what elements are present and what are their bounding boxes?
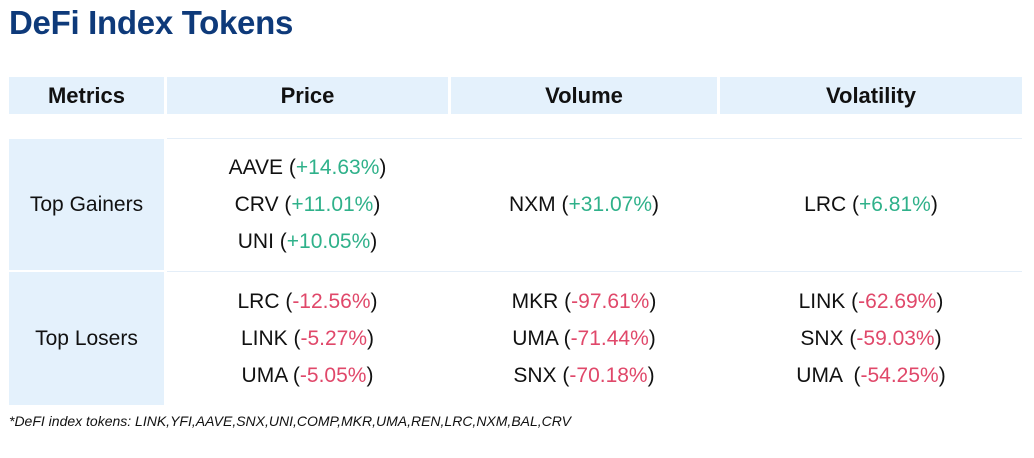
header-volume: Volume [451, 77, 717, 114]
percent-change: +10.05% [286, 230, 371, 253]
table-row-top-gainers: Top Gainers AAVE (+14.63%) CRV (+11.01%) U… [9, 139, 1022, 270]
token-name: AAVE [228, 156, 284, 179]
percent-change: +11.01% [291, 193, 374, 216]
token-entry: SNX (-59.03%) [800, 327, 942, 350]
percent-change: -5.27% [300, 327, 368, 350]
gainers-volatility-cell: LRC (+6.81%) [720, 139, 1022, 270]
token-name: LRC [237, 290, 280, 313]
token-entry: UMA (-54.25%) [796, 364, 946, 387]
token-entry: AAVE (+14.63%) [228, 156, 387, 179]
token-name: LINK [798, 290, 846, 313]
token-entry: UNI (+10.05%) [237, 230, 378, 253]
metrics-table: Metrics Price Volume Volatility Top Gain… [9, 77, 1022, 405]
token-entry: LINK (-62.69%) [798, 290, 944, 313]
gainers-price-cell: AAVE (+14.63%) CRV (+11.01%) UNI (+10.05%) [167, 139, 448, 270]
footnote: *DeFI index tokens: LINK,YFI,AAVE,SNX,UN… [9, 413, 571, 429]
token-entry: LRC (+6.81%) [804, 193, 938, 216]
losers-volume-cell: MKR (-97.61%) UMA (-71.44%) SNX (-70.18%) [451, 272, 717, 405]
token-entry: LINK (-5.27%) [240, 327, 375, 350]
token-name: UMA [796, 364, 848, 387]
token-entry: MKR (-97.61%) [511, 290, 657, 313]
token-name: CRV [234, 193, 279, 216]
percent-change: -70.18% [569, 364, 648, 387]
metric-label: Top Gainers [9, 139, 164, 270]
percent-change: +6.81% [859, 193, 931, 216]
row-divider [167, 138, 1022, 139]
table-header-row: Metrics Price Volume Volatility [9, 77, 1022, 137]
token-entry: NXM (+31.07%) [509, 193, 659, 216]
token-name: SNX [800, 327, 844, 350]
token-name: UNI [237, 230, 274, 253]
page-title: DeFi Index Tokens [9, 4, 294, 41]
table-row-top-losers: Top Losers LRC (-12.56%) LINK (-5.27%) UMA… [9, 272, 1022, 405]
token-name: SNX [513, 364, 557, 387]
percent-change: -54.25% [860, 364, 939, 387]
token-entry: CRV (+11.01%) [234, 193, 381, 216]
losers-volatility-cell: LINK (-62.69%) SNX (-59.03%) UMA (-54.25%) [720, 272, 1022, 405]
percent-change: -5.05% [299, 364, 367, 387]
header-metrics: Metrics [9, 77, 164, 114]
percent-change: +31.07% [568, 193, 653, 216]
percent-change: -62.69% [858, 290, 937, 313]
percent-change: +14.63% [295, 156, 380, 179]
row-divider [167, 271, 1022, 272]
token-name: LINK [240, 327, 288, 350]
token-name: NXM [509, 193, 556, 216]
token-name: MKR [511, 290, 559, 313]
header-price: Price [167, 77, 448, 114]
metric-label: Top Losers [9, 272, 164, 405]
token-entry: SNX (-70.18%) [513, 364, 655, 387]
losers-price-cell: LRC (-12.56%) LINK (-5.27%) UMA (-5.05%) [167, 272, 448, 405]
token-name: UMA [512, 327, 558, 350]
token-entry: UMA (-71.44%) [512, 327, 656, 350]
token-name: UMA [241, 364, 288, 387]
percent-change: -12.56% [292, 290, 371, 313]
gainers-volume-cell: NXM (+31.07%) [451, 139, 717, 270]
token-entry: LRC (-12.56%) [237, 290, 378, 313]
percent-change: -59.03% [856, 327, 935, 350]
percent-change: -97.61% [571, 290, 650, 313]
percent-change: -71.44% [570, 327, 649, 350]
token-name: LRC [804, 193, 847, 216]
token-entry: UMA (-5.05%) [241, 364, 374, 387]
header-volatility: Volatility [720, 77, 1022, 114]
